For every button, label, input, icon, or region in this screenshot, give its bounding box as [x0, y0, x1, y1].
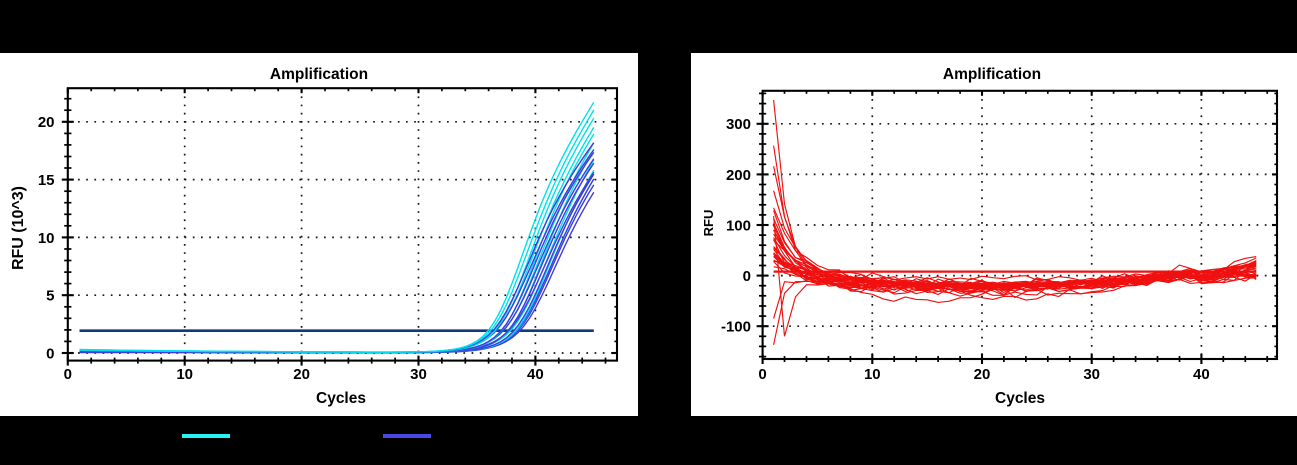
svg-text:100: 100	[726, 217, 751, 234]
svg-text:30: 30	[1083, 366, 1100, 383]
svg-text:0: 0	[758, 366, 766, 383]
svg-text:5: 5	[46, 288, 54, 305]
svg-text:20: 20	[38, 114, 55, 131]
svg-text:0: 0	[46, 345, 54, 362]
svg-text:RFU: RFU	[701, 210, 716, 237]
svg-text:10: 10	[38, 230, 55, 247]
svg-text:15: 15	[38, 172, 55, 189]
svg-text:40: 40	[1193, 366, 1210, 383]
svg-text:20: 20	[293, 366, 310, 383]
svg-text:20: 20	[974, 366, 991, 383]
svg-text:300: 300	[726, 116, 751, 133]
svg-text:-100: -100	[721, 319, 751, 336]
svg-text:200: 200	[726, 167, 751, 184]
svg-text:40: 40	[527, 366, 544, 383]
svg-text:0: 0	[64, 366, 72, 383]
svg-text:10: 10	[864, 366, 881, 383]
svg-text:0: 0	[743, 268, 751, 285]
svg-text:Amplification: Amplification	[943, 66, 1041, 83]
svg-text:30: 30	[410, 366, 427, 383]
svg-text:Amplification: Amplification	[270, 66, 368, 83]
svg-text:RFU (10^3): RFU (10^3)	[10, 186, 27, 270]
svg-text:10: 10	[176, 366, 193, 383]
svg-text:Cycles: Cycles	[316, 390, 366, 407]
svg-text:Cycles: Cycles	[995, 390, 1045, 407]
